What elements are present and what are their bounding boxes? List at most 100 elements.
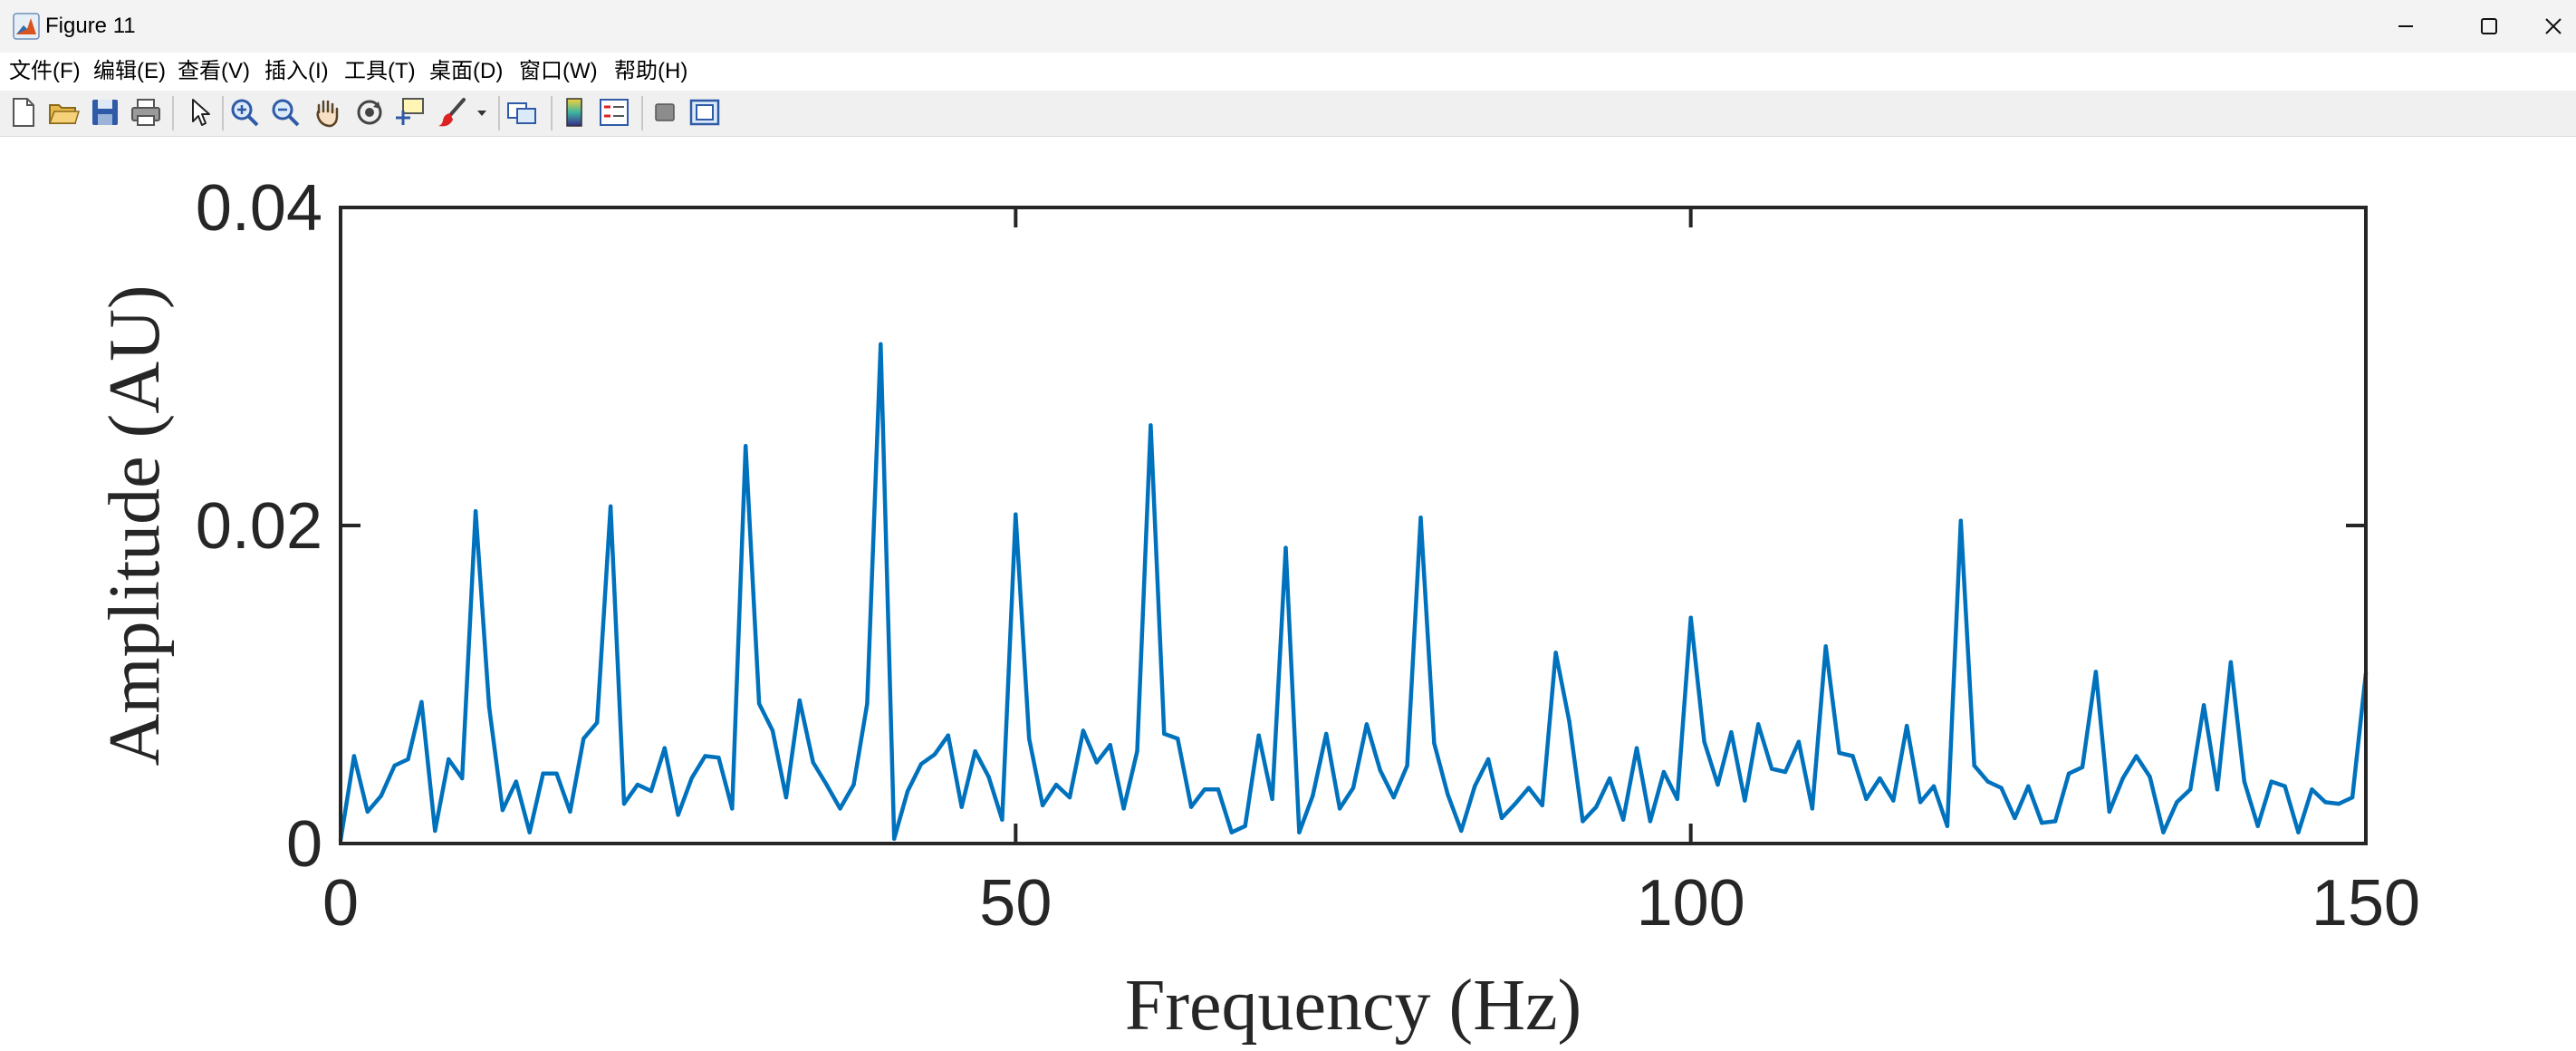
data-point bbox=[1581, 819, 1585, 824]
toolbar-separator bbox=[641, 96, 643, 130]
rotate-3d-icon[interactable] bbox=[353, 96, 386, 129]
tick-marks bbox=[339, 206, 2368, 845]
data-point bbox=[595, 720, 600, 725]
data-point bbox=[1958, 518, 1963, 523]
menu-edit[interactable]: 编辑(E) bbox=[93, 59, 166, 83]
data-point bbox=[1675, 796, 1679, 802]
data-point bbox=[649, 788, 654, 794]
series-line bbox=[338, 342, 2369, 841]
data-point bbox=[1350, 786, 1356, 790]
data-point bbox=[473, 509, 478, 514]
data-point bbox=[851, 782, 856, 787]
data-point bbox=[1485, 757, 1491, 762]
data-point bbox=[1864, 796, 1869, 802]
data-point bbox=[433, 828, 437, 834]
data-point bbox=[946, 733, 951, 738]
data-point bbox=[1040, 803, 1045, 808]
insert-legend-icon[interactable] bbox=[598, 96, 630, 129]
hide-plot-tools-icon[interactable] bbox=[649, 96, 681, 129]
title-bar: Figure 11 bbox=[0, 0, 2576, 53]
data-point bbox=[1283, 545, 1288, 550]
data-point bbox=[1391, 795, 1396, 800]
data-point bbox=[1121, 806, 1126, 811]
data-point bbox=[1526, 786, 1531, 790]
x-tick-label: 100 bbox=[1637, 867, 1745, 940]
data-cursor-icon[interactable] bbox=[394, 96, 427, 129]
data-point bbox=[1472, 784, 1477, 789]
menu-view[interactable]: 查看(V) bbox=[178, 59, 250, 83]
data-point bbox=[879, 342, 883, 347]
data-point bbox=[1608, 776, 1612, 781]
data-point bbox=[1743, 798, 1747, 803]
brush-icon[interactable] bbox=[437, 96, 469, 129]
menu-help[interactable]: 帮助(H) bbox=[614, 59, 688, 83]
data-point bbox=[1202, 787, 1207, 792]
data-point bbox=[730, 806, 735, 811]
menu-window[interactable]: 窗口(W) bbox=[519, 59, 598, 83]
maximize-button[interactable] bbox=[2447, 0, 2531, 53]
data-point bbox=[1216, 787, 1221, 792]
data-point bbox=[1014, 512, 1018, 516]
data-point bbox=[744, 444, 748, 448]
data-point bbox=[541, 771, 545, 776]
x-tick-label: 50 bbox=[979, 867, 1052, 940]
data-point bbox=[514, 779, 518, 784]
edit-plot-arrow-icon[interactable] bbox=[183, 96, 216, 129]
data-point bbox=[1999, 786, 2004, 790]
data-point bbox=[500, 807, 505, 813]
data-point bbox=[1297, 830, 1302, 834]
data-point bbox=[1661, 769, 1667, 775]
menu-desktop[interactable]: 桌面(D) bbox=[429, 59, 504, 83]
toolbar-separator bbox=[172, 96, 174, 130]
data-point bbox=[838, 806, 842, 811]
data-point bbox=[770, 728, 775, 733]
data-point bbox=[459, 776, 465, 781]
data-point bbox=[2013, 815, 2017, 821]
zoom-out-icon[interactable] bbox=[269, 96, 302, 129]
data-point bbox=[2093, 670, 2099, 674]
pan-hand-icon[interactable] bbox=[311, 96, 343, 129]
data-point bbox=[2228, 660, 2234, 665]
insert-colorbar-icon[interactable] bbox=[558, 96, 591, 129]
new-figure-icon[interactable] bbox=[7, 96, 40, 129]
data-point bbox=[2080, 765, 2085, 769]
data-point bbox=[1513, 801, 1518, 806]
menu-insert[interactable]: 插入(I) bbox=[264, 59, 329, 83]
minimize-button[interactable] bbox=[2364, 0, 2447, 53]
data-point bbox=[1810, 806, 1815, 811]
data-point bbox=[1256, 733, 1261, 738]
data-point bbox=[2336, 801, 2341, 806]
open-file-icon[interactable] bbox=[47, 96, 80, 129]
data-point bbox=[1823, 644, 1828, 649]
zoom-in-icon[interactable] bbox=[228, 96, 261, 129]
data-point bbox=[1634, 746, 1639, 750]
line-chart[interactable]: 0 50 100 150 0 0.02 0.04 Frequency (Hz) Amplit… bbox=[0, 137, 2576, 1046]
data-point bbox=[905, 788, 910, 794]
close-button[interactable] bbox=[2531, 0, 2576, 53]
data-point bbox=[1432, 741, 1437, 746]
data-point bbox=[824, 782, 829, 787]
menu-tools[interactable]: 工具(T) bbox=[344, 59, 416, 83]
data-points bbox=[338, 342, 2369, 843]
data-point bbox=[486, 704, 492, 709]
data-point bbox=[2310, 787, 2314, 792]
save-icon[interactable] bbox=[89, 96, 121, 129]
data-point bbox=[1702, 739, 1706, 744]
data-point bbox=[1418, 516, 1423, 520]
link-plot-icon[interactable] bbox=[505, 96, 538, 129]
data-point bbox=[662, 746, 667, 750]
data-point bbox=[2269, 779, 2273, 784]
show-plot-tools-icon[interactable] bbox=[688, 96, 721, 129]
data-point bbox=[1378, 768, 1383, 773]
maximize-icon bbox=[2481, 18, 2497, 34]
data-point bbox=[2215, 787, 2220, 792]
print-icon[interactable] bbox=[130, 96, 162, 129]
data-point bbox=[1931, 784, 1937, 789]
chevron-down-icon[interactable] bbox=[475, 96, 489, 129]
data-point bbox=[1270, 796, 1274, 802]
data-point bbox=[1878, 776, 1882, 781]
window-title: Figure 11 bbox=[45, 14, 136, 38]
menu-file[interactable]: 文件(F) bbox=[9, 59, 81, 83]
data-point bbox=[527, 830, 532, 834]
data-point bbox=[865, 701, 870, 706]
